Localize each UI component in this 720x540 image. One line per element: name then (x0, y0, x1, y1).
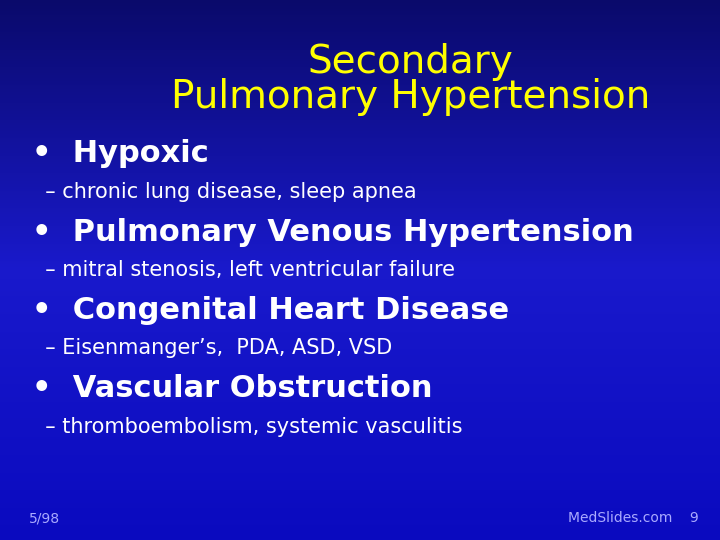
Text: Pulmonary Hypertension: Pulmonary Hypertension (171, 78, 650, 116)
Text: •  Pulmonary Venous Hypertension: • Pulmonary Venous Hypertension (32, 218, 634, 247)
Text: MedSlides.com    9: MedSlides.com 9 (567, 511, 698, 525)
Text: Secondary: Secondary (307, 43, 513, 81)
Text: – mitral stenosis, left ventricular failure: – mitral stenosis, left ventricular fail… (32, 260, 455, 280)
Text: •  Vascular Obstruction: • Vascular Obstruction (32, 374, 433, 403)
Text: •  Hypoxic: • Hypoxic (32, 139, 209, 168)
Text: – thromboembolism, systemic vasculitis: – thromboembolism, systemic vasculitis (32, 416, 463, 437)
Text: – chronic lung disease, sleep apnea: – chronic lung disease, sleep apnea (32, 181, 417, 202)
Text: – Eisenmanger’s,  PDA, ASD, VSD: – Eisenmanger’s, PDA, ASD, VSD (32, 338, 392, 359)
Text: 5/98: 5/98 (29, 511, 60, 525)
Text: •  Congenital Heart Disease: • Congenital Heart Disease (32, 296, 510, 325)
